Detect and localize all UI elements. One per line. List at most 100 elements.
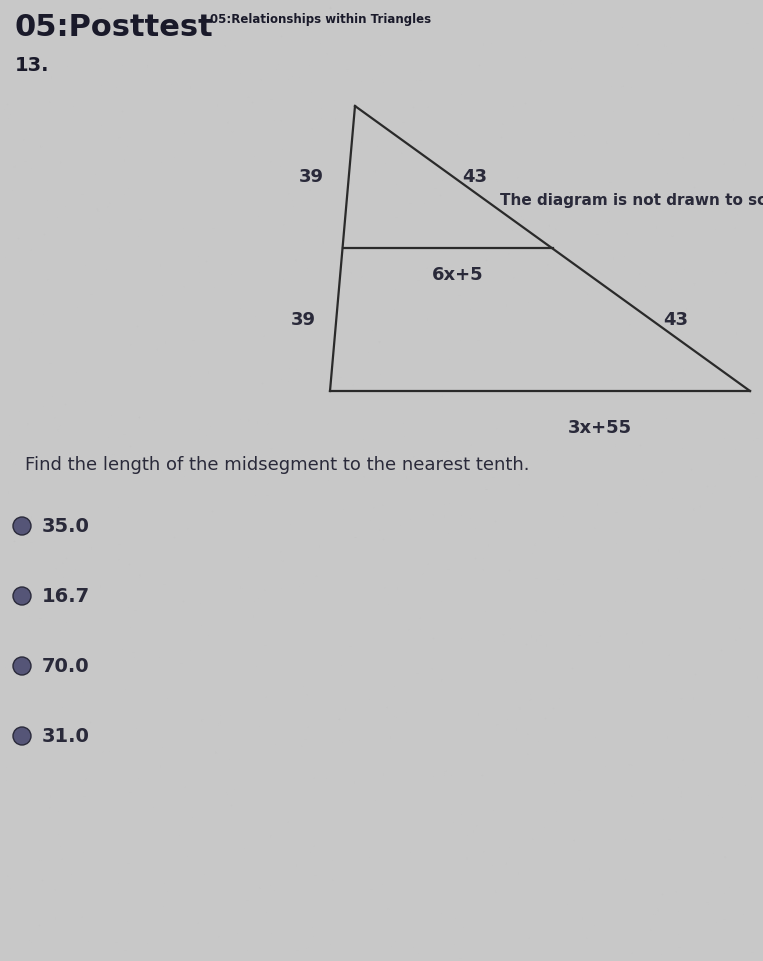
Point bbox=[547, 701, 559, 716]
Point bbox=[233, 571, 246, 586]
Point bbox=[327, 489, 339, 505]
Point bbox=[739, 453, 752, 468]
Point bbox=[49, 910, 61, 925]
Point bbox=[272, 631, 285, 647]
Point bbox=[596, 480, 608, 496]
Point bbox=[666, 51, 678, 66]
Point bbox=[700, 450, 712, 465]
Point bbox=[278, 176, 291, 191]
Point bbox=[382, 575, 394, 590]
Point bbox=[567, 469, 579, 484]
Point bbox=[36, 627, 48, 642]
Point bbox=[465, 501, 478, 516]
Point bbox=[69, 440, 81, 456]
Point bbox=[537, 197, 549, 212]
Point bbox=[559, 125, 571, 140]
Point bbox=[343, 301, 356, 316]
Point bbox=[192, 263, 204, 279]
Point bbox=[288, 219, 301, 234]
Point bbox=[578, 163, 591, 179]
Point bbox=[269, 265, 281, 281]
Point bbox=[314, 89, 327, 105]
Point bbox=[359, 558, 371, 574]
Point bbox=[220, 663, 232, 678]
Point bbox=[597, 757, 610, 773]
Point bbox=[129, 57, 141, 72]
Point bbox=[460, 371, 472, 386]
Point bbox=[58, 198, 70, 213]
Point bbox=[32, 377, 44, 392]
Point bbox=[505, 248, 517, 263]
Point bbox=[262, 498, 275, 513]
Point bbox=[410, 432, 422, 448]
Point bbox=[368, 783, 380, 799]
Point bbox=[355, 421, 367, 436]
Point bbox=[86, 232, 98, 247]
Point bbox=[175, 475, 187, 490]
Point bbox=[255, 681, 267, 697]
Point bbox=[414, 610, 427, 626]
Point bbox=[487, 316, 499, 332]
Point bbox=[61, 455, 73, 470]
Point bbox=[288, 12, 300, 28]
Point bbox=[603, 136, 615, 152]
Point bbox=[523, 195, 536, 210]
Point bbox=[193, 654, 205, 670]
Point bbox=[436, 62, 448, 77]
Point bbox=[0, 311, 8, 327]
Point bbox=[411, 748, 423, 763]
Point bbox=[668, 642, 681, 657]
Point bbox=[265, 420, 277, 435]
Point bbox=[372, 592, 385, 607]
Point bbox=[656, 731, 668, 747]
Point bbox=[679, 63, 691, 79]
Point bbox=[537, 197, 549, 212]
Point bbox=[291, 604, 303, 620]
Point bbox=[432, 472, 444, 487]
Point bbox=[153, 53, 166, 68]
Point bbox=[377, 767, 389, 782]
Point bbox=[742, 693, 755, 708]
Point bbox=[85, 538, 98, 554]
Point bbox=[266, 536, 278, 552]
Point bbox=[378, 111, 390, 127]
Point bbox=[393, 368, 405, 383]
Point bbox=[251, 209, 263, 224]
Point bbox=[385, 279, 398, 294]
Point bbox=[549, 45, 562, 61]
Point bbox=[60, 77, 72, 92]
Point bbox=[356, 306, 368, 321]
Point bbox=[537, 589, 549, 604]
Point bbox=[499, 855, 511, 871]
Point bbox=[179, 198, 191, 213]
Point bbox=[673, 940, 685, 955]
Point bbox=[299, 691, 311, 706]
Point bbox=[298, 507, 311, 523]
Point bbox=[438, 767, 450, 782]
Point bbox=[293, 686, 305, 702]
Point bbox=[340, 854, 352, 870]
Point bbox=[460, 264, 472, 280]
Point bbox=[678, 50, 691, 65]
Point bbox=[697, 413, 710, 429]
Point bbox=[515, 238, 527, 254]
Point bbox=[266, 238, 278, 254]
Point bbox=[709, 949, 721, 961]
Point bbox=[732, 98, 744, 113]
Point bbox=[206, 504, 218, 519]
Point bbox=[284, 731, 296, 747]
Point bbox=[407, 745, 420, 760]
Point bbox=[466, 478, 478, 493]
Point bbox=[367, 534, 379, 550]
Point bbox=[513, 699, 525, 714]
Point bbox=[305, 629, 317, 645]
Point bbox=[557, 160, 569, 176]
Point bbox=[300, 941, 312, 956]
Point bbox=[677, 617, 689, 632]
Point bbox=[417, 54, 430, 69]
Point bbox=[77, 456, 89, 472]
Point bbox=[101, 742, 114, 757]
Point bbox=[185, 475, 197, 490]
Point bbox=[288, 538, 300, 554]
Point bbox=[734, 831, 746, 847]
